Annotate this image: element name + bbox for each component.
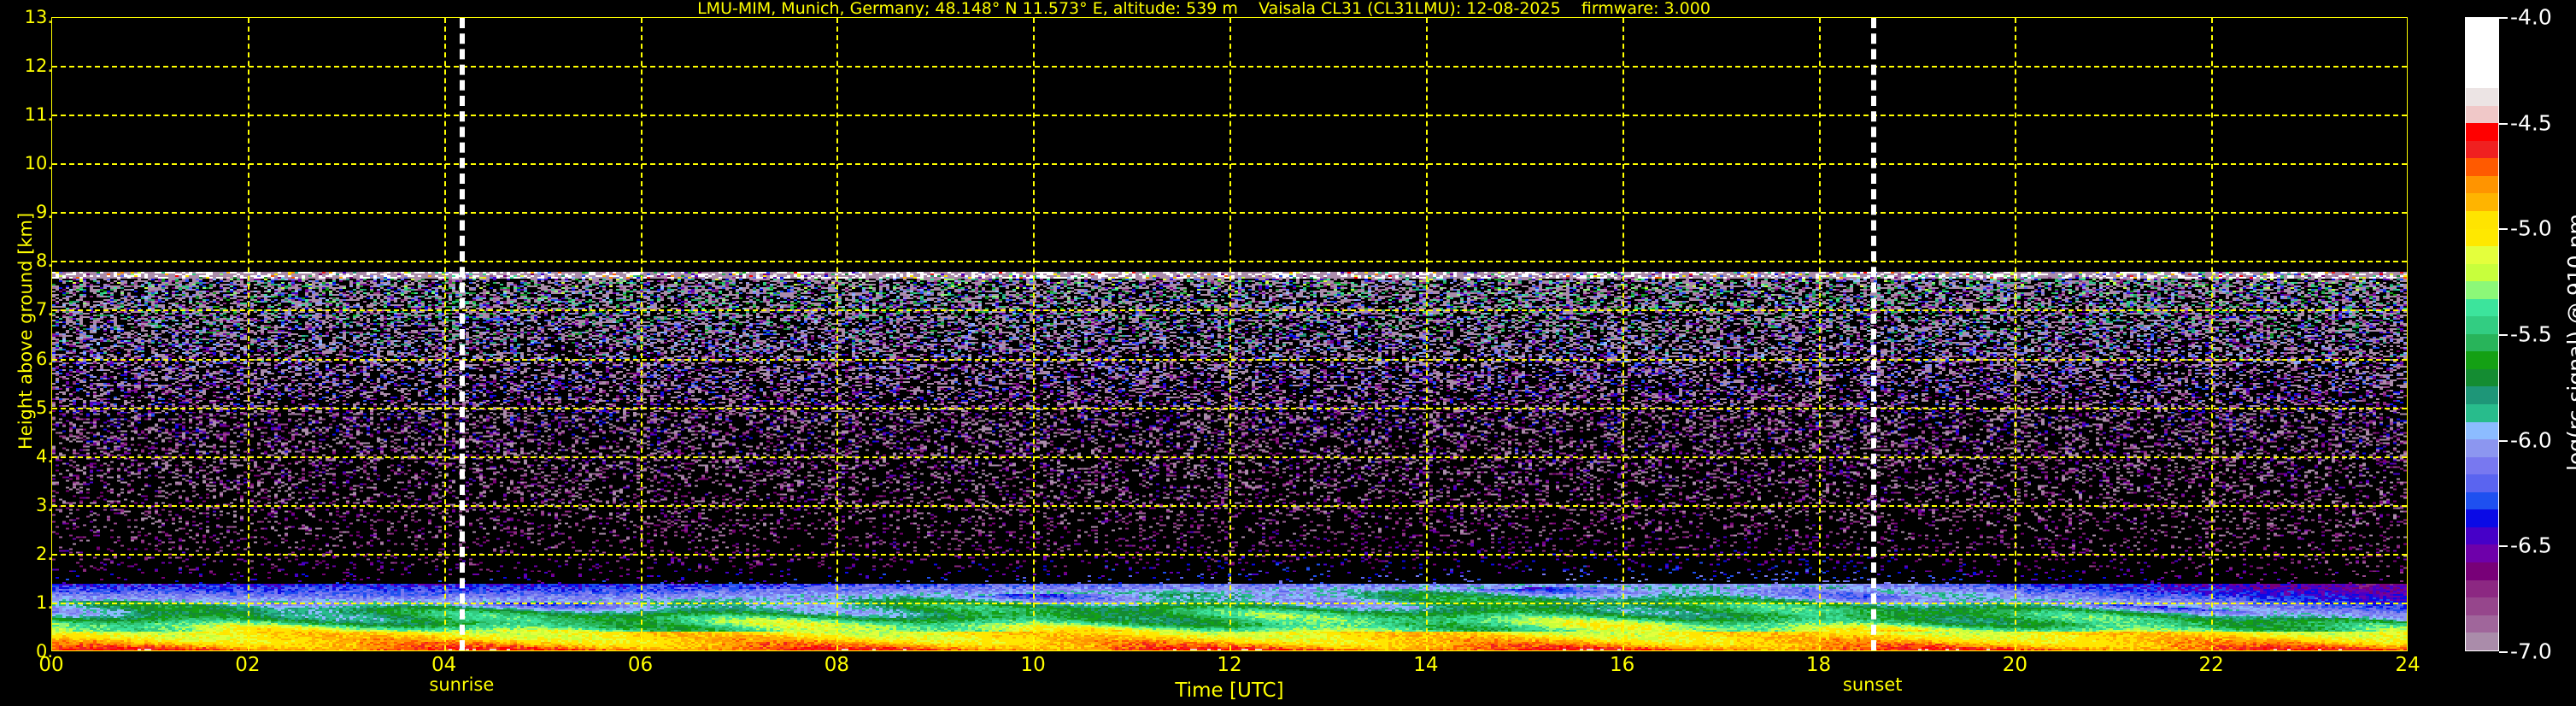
colorbar-title: log(rc-signal) @ 910 nm [2563,214,2576,471]
y-axis-tick-label: 11. [24,104,53,126]
x-axis-tick-label: 14 [1413,654,1439,676]
colorbar-segment [2466,211,2498,229]
y-axis-tick-label: 9. [35,202,53,223]
colorbar-segment [2466,175,2498,194]
y-axis-tick-label: 8. [35,250,53,272]
x-axis-tick-label: 18 [1805,654,1832,676]
y-axis-title: Height above ground [km] [15,212,36,450]
colorbar-tick [2499,17,2508,19]
y-axis-tick-label: 7. [35,299,53,321]
y-axis-tick-label: 4. [35,445,53,467]
colorbar-segment [2466,158,2498,176]
colorbar-segment [2466,527,2498,545]
colorbar-segment [2466,316,2498,334]
colorbar-tick [2499,651,2508,653]
colorbar-tick [2499,122,2508,125]
event-label-sunrise: sunrise [429,674,495,695]
colorbar-segment [2466,368,2498,387]
colorbar-segment [2466,474,2498,492]
x-axis-tick-label: 20 [2002,654,2027,676]
y-axis-tick-label: 3. [35,494,53,515]
colorbar-tick-label: -4.0 [2510,4,2552,30]
colorbar [2465,17,2499,651]
event-line-sunset [1870,18,1876,650]
x-axis-tick-label: 00 [38,654,64,676]
colorbar-tick [2499,439,2508,442]
backscatter-image [52,18,2407,650]
y-axis-tick-label: 5. [35,397,53,418]
colorbar-segment [2466,404,2498,422]
colorbar-segment [2466,333,2498,352]
colorbar-segment [2466,246,2498,264]
x-axis-tick-label: 16 [1610,654,1635,676]
x-axis-tick-label: 24 [2395,654,2421,676]
colorbar-segment [2466,491,2498,510]
colorbar-tick-label: -6.0 [2510,427,2552,453]
colorbar-tick [2499,228,2508,231]
colorbar-segment [2466,386,2498,405]
colorbar-tick-label: -5.5 [2510,321,2552,347]
colorbar-segment [2466,509,2498,527]
colorbar-segment [2466,351,2498,369]
x-axis-tick-label: 04 [431,654,457,676]
colorbar-tick-label: -4.5 [2510,110,2552,136]
y-axis-tick-label: 13. [24,7,53,27]
y-axis-tick-label: 0. [35,641,53,662]
colorbar-segment [2466,35,2498,54]
colorbar-segment [2466,140,2498,159]
plot-title: LMU-MIM, Munich, Germany; 48.148° N 11.5… [697,0,1710,18]
colorbar-tick [2499,545,2508,548]
colorbar-segment [2466,421,2498,440]
colorbar-segment [2466,298,2498,317]
colorbar-segment [2466,615,2498,633]
colorbar-segment [2466,632,2498,650]
colorbar-tick-label: -6.5 [2510,532,2552,558]
colorbar-segment [2466,88,2498,106]
x-axis-tick-label: 10 [1020,654,1046,676]
colorbar-segment [2466,456,2498,475]
colorbar-segment [2466,263,2498,282]
x-axis-tick-label: 12 [1217,654,1242,676]
colorbar-segment [2466,193,2498,212]
colorbar-segment [2466,597,2498,615]
x-axis-tick-label: 02 [235,654,261,676]
colorbar-segment [2466,544,2498,562]
event-label-sunset: sunset [1842,674,1903,695]
colorbar-segment [2466,53,2498,71]
colorbar-segment [2466,18,2498,36]
colorbar-segment [2466,70,2498,89]
x-axis-tick-label: 06 [627,654,654,676]
y-axis-tick-label: 2. [35,543,53,564]
y-axis-tick-label: 1. [35,591,53,613]
event-line-sunrise [460,18,466,650]
colorbar-segment [2466,580,2498,598]
colorbar-segment [2466,228,2498,247]
y-axis-tick-label: 10. [24,153,53,174]
plot-area [51,17,2408,651]
colorbar-tick [2499,334,2508,336]
colorbar-tick-label: -5.0 [2510,215,2552,241]
colorbar-segment [2466,439,2498,457]
colorbar-segment [2466,281,2498,299]
y-axis-tick-label: 12. [24,56,53,77]
x-axis-tick-label: 22 [2198,654,2224,676]
y-axis-tick-label: 6. [35,348,53,369]
x-axis-tick-label: 08 [824,654,849,676]
colorbar-segment [2466,105,2498,124]
x-axis-title: Time [UTC] [1175,680,1284,702]
colorbar-segment [2466,562,2498,580]
colorbar-tick-label: -7.0 [2510,638,2552,664]
colorbar-segment [2466,123,2498,141]
